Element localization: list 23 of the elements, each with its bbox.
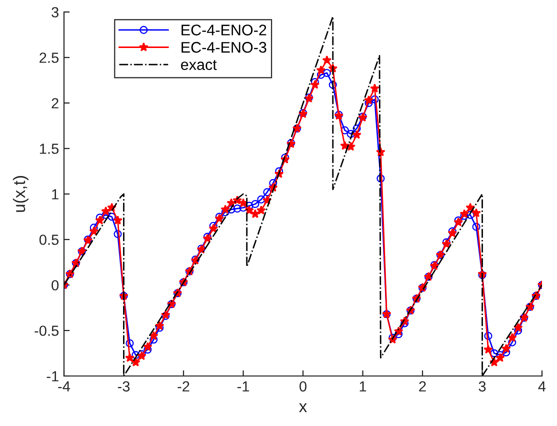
y-tick-label: 2.5: [40, 52, 59, 63]
y-tick-label: 1: [52, 189, 58, 200]
x-tick-label: 4: [538, 381, 546, 392]
y-tick-label: 2: [52, 98, 58, 108]
x-tick-label: 0: [300, 381, 306, 392]
x-tick-label: 1: [360, 381, 366, 392]
y-axis-title: u(x,t): [12, 176, 28, 212]
y-tick-label: 3: [52, 7, 58, 18]
x-tick-label: -4: [58, 381, 70, 392]
x-tick-label: 3: [478, 381, 486, 392]
x-tick-label: 2: [419, 381, 426, 392]
legend-label: exact: [181, 60, 217, 70]
x-tick-label: -3: [118, 381, 130, 392]
y-tick-label: -0.5: [34, 326, 59, 336]
y-tick-label: 0: [52, 280, 59, 290]
legend-label: EC-4-ENO-3: [182, 42, 266, 53]
x-tick-label: -2: [178, 381, 190, 392]
legend-label: EC-4-ENO-2: [182, 24, 266, 36]
y-tick-label: -1: [46, 371, 58, 382]
y-tick-label: 1.5: [40, 144, 59, 154]
x-tick-label: -1: [237, 381, 250, 392]
y-tick-label: 0.5: [39, 234, 59, 245]
x-axis-title: x: [299, 403, 307, 412]
